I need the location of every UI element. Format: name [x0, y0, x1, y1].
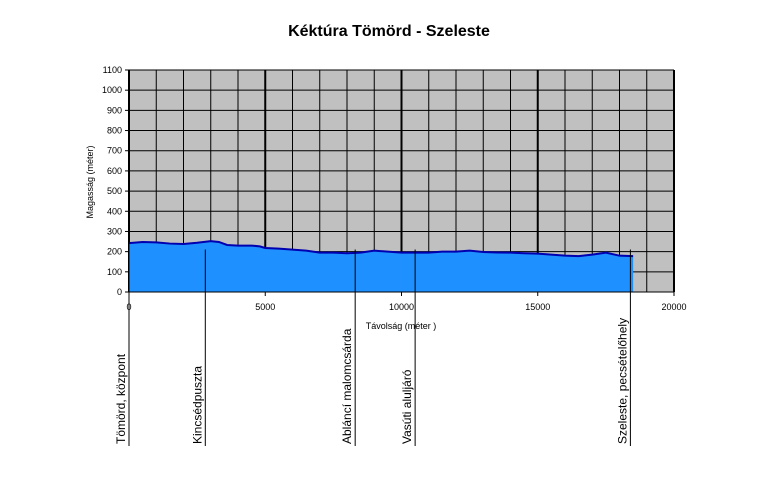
- y-tick-label: 600: [107, 166, 122, 176]
- elevation-profile: [128, 240, 634, 292]
- y-tick-label: 1100: [103, 65, 122, 75]
- waypoint-label: Vasúti aluljáró: [400, 369, 414, 444]
- elevation-line: [128, 240, 634, 258]
- y-tick-label: 500: [107, 186, 122, 196]
- y-tick-label: 1000: [102, 85, 122, 95]
- x-tick-label: 10000: [389, 302, 414, 312]
- y-tick-label: 700: [107, 146, 122, 156]
- y-tick-label: 0: [117, 287, 122, 297]
- chart-title: Kéktúra Tömörd - Szeleste: [288, 23, 490, 40]
- y-tick-label: 800: [107, 126, 122, 136]
- elevation-area: [129, 241, 634, 292]
- waypoint-label: Tömörd, központ: [114, 353, 128, 444]
- x-tick-label: 15000: [525, 302, 550, 312]
- x-tick-label: 5000: [255, 302, 275, 312]
- y-axis-label: Magasság (méter): [85, 145, 95, 218]
- y-tick-label: 300: [107, 226, 122, 236]
- y-axis-ticks: 0 100 200 300 400 500 600 700 800 900 1000 1100: [102, 65, 129, 297]
- waypoint-label: Abláncí malomcsárda: [340, 328, 354, 444]
- waypoint-label: Szeleste, pecsételőhely: [615, 318, 629, 444]
- y-tick-label: 200: [107, 247, 122, 257]
- y-tick-label: 900: [107, 105, 122, 115]
- x-axis-label: Távolság (méter ): [366, 321, 437, 331]
- y-tick-label: 400: [107, 206, 122, 216]
- waypoint-label: Kincsédpuszta: [190, 366, 204, 444]
- waypoint-markers: Tömörd, központ Kincsédpuszta Abláncí malo…: [114, 249, 631, 446]
- y-tick-label: 100: [107, 267, 122, 277]
- x-tick-label: 20000: [661, 302, 686, 312]
